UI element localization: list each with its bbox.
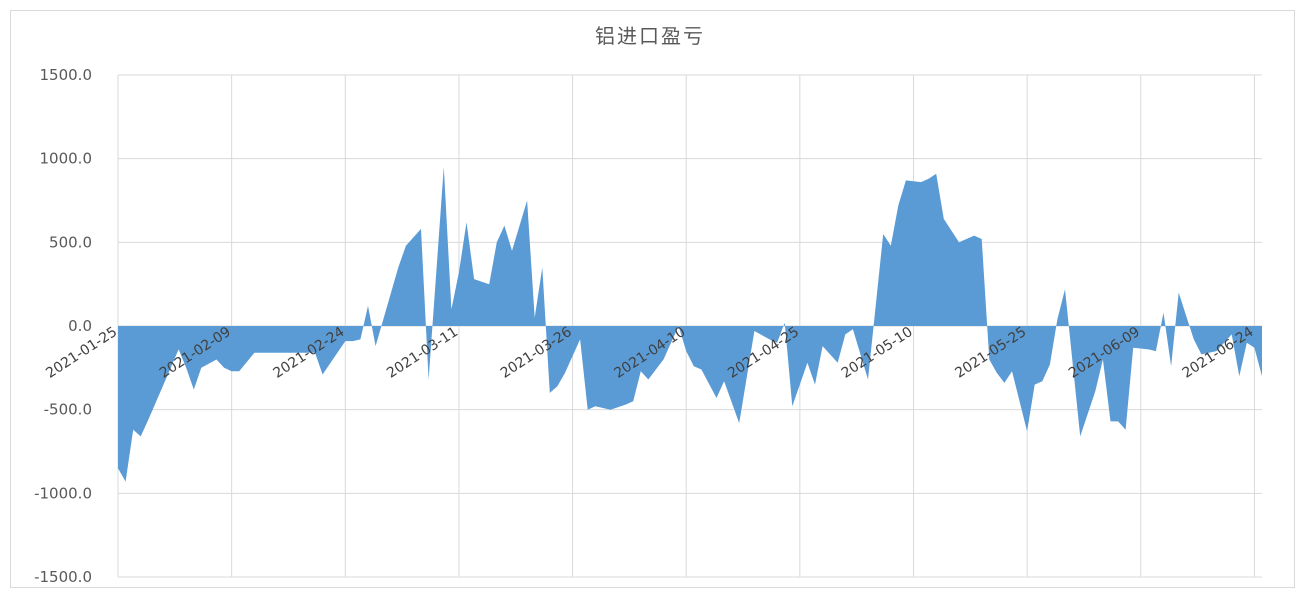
y-tick-label: 0.0	[68, 317, 92, 335]
y-tick-label: 500.0	[49, 233, 92, 251]
chart-title: 铝进口盈亏	[595, 24, 705, 48]
y-axis-ticks: 1500.0 1000.0 500.0 0.0 -500.0 -1000.0 -1500.0	[34, 66, 92, 586]
data-area	[118, 167, 1262, 482]
y-tick-label: -1500.0	[34, 568, 92, 586]
y-tick-label: -500.0	[44, 401, 92, 419]
series-area	[118, 167, 1262, 482]
chart-frame	[10, 10, 1295, 588]
y-tick-label: 1500.0	[40, 66, 93, 84]
y-tick-label: 1000.0	[40, 150, 93, 168]
x-tick-label: 2021-05-10	[839, 324, 916, 382]
x-tick-label: 2021-03-11	[384, 324, 461, 382]
y-tick-label: -1000.0	[34, 484, 92, 502]
